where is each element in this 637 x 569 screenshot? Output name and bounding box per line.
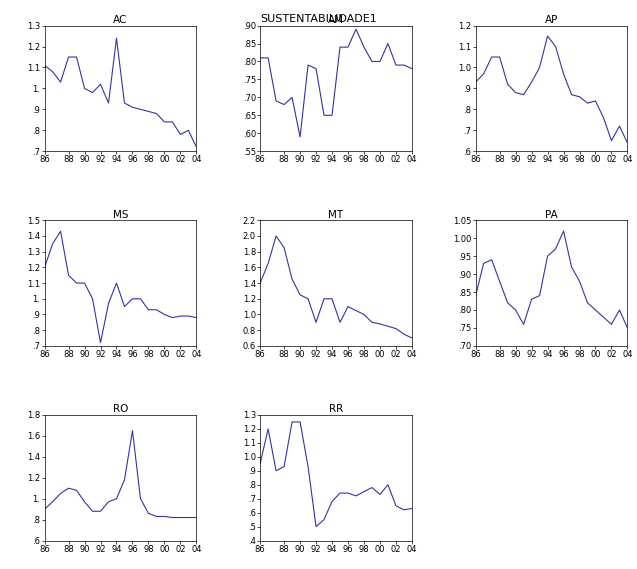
Title: PA: PA: [545, 209, 558, 220]
Title: MS: MS: [113, 209, 128, 220]
Title: MT: MT: [329, 209, 343, 220]
Text: SUSTENTABILIDADE1: SUSTENTABILIDADE1: [260, 14, 377, 24]
Title: AM: AM: [328, 15, 344, 25]
Title: AP: AP: [545, 15, 558, 25]
Title: AC: AC: [113, 15, 127, 25]
Title: RO: RO: [113, 404, 128, 414]
Title: RR: RR: [329, 404, 343, 414]
